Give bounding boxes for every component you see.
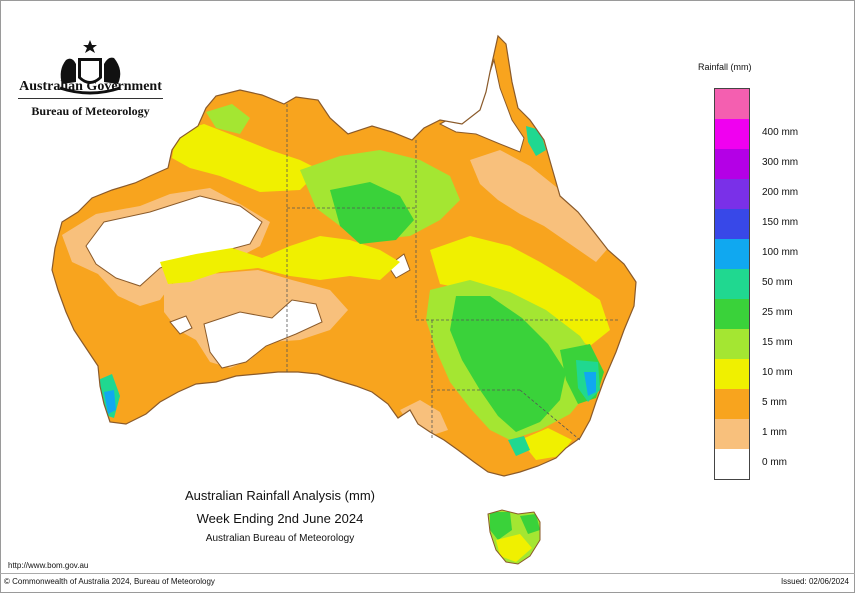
footer-divider — [0, 573, 855, 574]
legend-swatch — [715, 179, 749, 209]
coat-of-arms-icon — [59, 40, 121, 95]
legend-label: 50 mm — [762, 277, 793, 288]
map-credit: Australian Bureau of Meteorology — [205, 533, 355, 544]
map-title: Australian Rainfall Analysis (mm) — [184, 488, 375, 503]
legend-label: 25 mm — [762, 307, 793, 318]
legend-label: 1 mm — [762, 427, 787, 438]
legend-label: 300 mm — [762, 157, 799, 168]
band-10mm-east — [430, 236, 610, 346]
legend-swatch — [715, 449, 749, 479]
band-0mm-west — [85, 195, 263, 287]
band-50mm-vic — [508, 436, 530, 456]
band-0mm-lake — [387, 253, 411, 279]
legend-label: 150 mm — [762, 217, 799, 228]
legend-label: 400 mm — [762, 127, 799, 138]
source-url[interactable]: http://www.bom.gov.au — [8, 561, 89, 570]
legend-label: 0 mm — [762, 457, 787, 468]
logo-divider — [18, 98, 163, 99]
legend-swatch — [715, 389, 749, 419]
band-25mm-nt — [330, 182, 414, 244]
legend-swatch — [715, 149, 749, 179]
legend-swatch — [715, 119, 749, 149]
legend-label: 200 mm — [762, 187, 799, 198]
band-25mm-se — [450, 296, 566, 432]
legend-label: 10 mm — [762, 367, 793, 378]
band-100mm-coast — [584, 372, 596, 396]
legend-swatch — [715, 209, 749, 239]
legend-swatch — [715, 89, 749, 119]
legend-label: 100 mm — [762, 247, 799, 258]
band-100mm-sw — [104, 390, 116, 414]
bureau-name: Bureau of Meteorology — [31, 104, 150, 118]
copyright-text: © Commonwealth of Australia 2024, Bureau… — [4, 577, 215, 586]
band-10mm-north — [172, 124, 320, 192]
tasmania-rainfall — [488, 510, 540, 564]
band-10mm-vic — [520, 428, 572, 460]
legend-label: 15 mm — [762, 337, 793, 348]
state-borders — [286, 104, 620, 441]
map-subtitle: Week Ending 2nd June 2024 — [196, 511, 364, 526]
legend-swatch — [715, 269, 749, 299]
legend-colorbar — [714, 88, 750, 480]
government-name: Australian Government — [19, 79, 162, 94]
issued-date: Issued: 02/06/2024 — [780, 577, 849, 586]
legend-label: 5 mm — [762, 397, 787, 408]
band-1mm-east — [470, 150, 610, 262]
legend-swatch — [715, 359, 749, 389]
band-0mm-small — [169, 315, 193, 335]
legend-title: Rainfall (mm) — [698, 62, 752, 72]
band-10mm-centre — [160, 236, 400, 284]
legend-swatch — [715, 329, 749, 359]
band-0mm-central — [203, 299, 323, 369]
legend-swatch — [715, 299, 749, 329]
legend-swatch — [715, 239, 749, 269]
legend-swatch — [715, 419, 749, 449]
band-15mm-kimberley — [206, 104, 250, 134]
